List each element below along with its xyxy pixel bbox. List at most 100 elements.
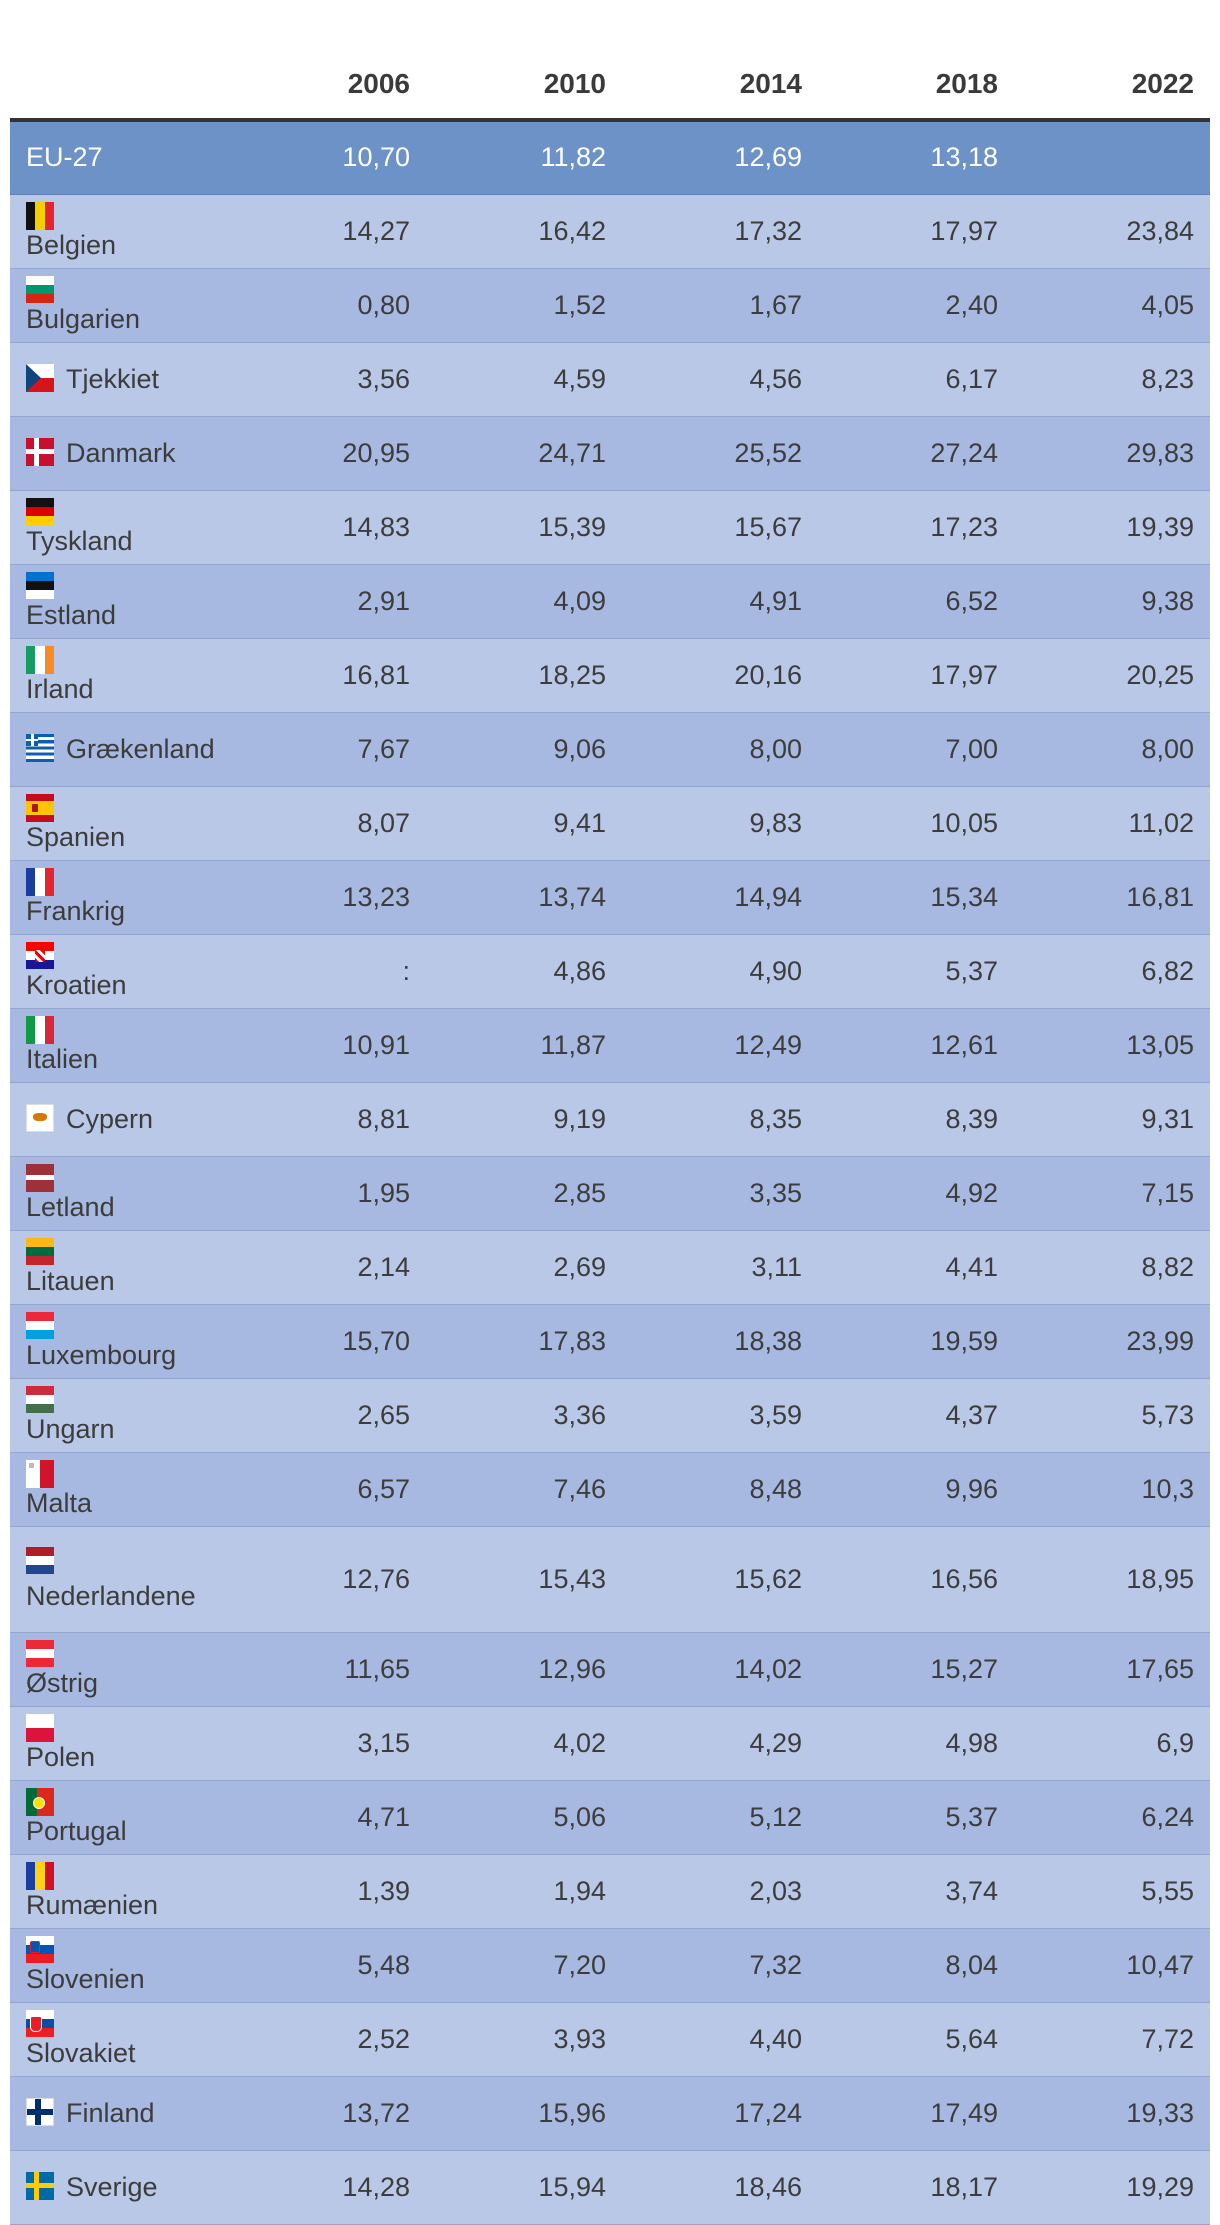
cell-value: 18,25 — [426, 638, 622, 713]
cell-value: 8,48 — [622, 1452, 818, 1527]
cell-value: 17,24 — [622, 2076, 818, 2151]
country-name: Grækenland — [66, 733, 215, 764]
cell-value: 18,95 — [1014, 1526, 1210, 1633]
country-name: Kroatien — [26, 969, 127, 1000]
table-row: Nederlandene 12,76 15,43 15,62 16,56 18,95 — [10, 1526, 1210, 1633]
cell-value: 3,59 — [622, 1378, 818, 1453]
table-body: EU-27 10,70 11,82 12,69 13,18 Belgien 14,… — [10, 120, 1210, 2225]
country-cell: Tjekkiet — [10, 342, 230, 417]
cell-value: 4,02 — [426, 1706, 622, 1781]
cell-value: 4,41 — [818, 1230, 1014, 1305]
cell-value: 12,76 — [230, 1526, 426, 1633]
cell-value: 18,38 — [622, 1304, 818, 1379]
cell-value: 20,16 — [622, 638, 818, 713]
flag-belgium-icon — [26, 201, 54, 230]
country-name: Rumænien — [26, 1889, 159, 1920]
cell-value: 17,23 — [818, 490, 1014, 565]
flag-poland-icon — [26, 1713, 54, 1742]
cell-value: 11,65 — [230, 1632, 426, 1707]
country-name: Irland — [26, 673, 94, 704]
cell-value: 10,05 — [818, 786, 1014, 861]
cell-value: 12,96 — [426, 1632, 622, 1707]
cell-value: 10,70 — [230, 120, 426, 195]
cell-value: 6,9 — [1014, 1706, 1210, 1781]
country-name: Luxembourg — [26, 1339, 177, 1370]
table-row: Estland 2,91 4,09 4,91 6,52 9,38 — [10, 564, 1210, 639]
country-cell: Cypern — [10, 1082, 230, 1157]
header-row: 2006 2010 2014 2018 2022 — [10, 0, 1210, 122]
cell-value: 7,32 — [622, 1928, 818, 2003]
country-name: Tyskland — [26, 525, 133, 556]
cell-value: 4,40 — [622, 2002, 818, 2077]
cell-value: 5,48 — [230, 1928, 426, 2003]
cell-value: 3,15 — [230, 1706, 426, 1781]
flag-finland-icon — [26, 2097, 54, 2126]
country-cell: Sverige — [10, 2150, 230, 2225]
cell-value: 18,46 — [622, 2150, 818, 2225]
cell-value: 9,41 — [426, 786, 622, 861]
table-header: 2006 2010 2014 2018 2022 — [10, 0, 1210, 122]
table-row: Cypern 8,81 9,19 8,35 8,39 9,31 — [10, 1082, 1210, 1157]
cell-value: 11,82 — [426, 120, 622, 195]
country-cell: Irland — [10, 638, 230, 713]
cell-value: 5,37 — [818, 1780, 1014, 1855]
cell-value: 8,23 — [1014, 342, 1210, 417]
flag-cyprus-icon — [26, 1103, 54, 1132]
country-cell: Belgien — [10, 194, 230, 269]
flag-czechia-icon — [26, 363, 54, 392]
cell-value: 5,73 — [1014, 1378, 1210, 1453]
cell-value: 15,34 — [818, 860, 1014, 935]
country-cell: Tyskland — [10, 490, 230, 565]
country-name: Slovenien — [26, 1963, 145, 1994]
cell-value: 15,96 — [426, 2076, 622, 2151]
cell-value: 8,07 — [230, 786, 426, 861]
cell-value: 11,87 — [426, 1008, 622, 1083]
table-row: Sverige 14,28 15,94 18,46 18,17 19,29 — [10, 2150, 1210, 2225]
cell-value: 4,91 — [622, 564, 818, 639]
cell-value: 2,52 — [230, 2002, 426, 2077]
cell-value: 19,59 — [818, 1304, 1014, 1379]
country-name: Bulgarien — [26, 303, 141, 334]
country-cell: Malta — [10, 1452, 230, 1527]
cell-value: 0,80 — [230, 268, 426, 343]
table-row: Rumænien 1,39 1,94 2,03 3,74 5,55 — [10, 1854, 1210, 1929]
cell-value: 12,49 — [622, 1008, 818, 1083]
country-name: Malta — [26, 1487, 93, 1518]
country-name: Ungarn — [26, 1413, 115, 1444]
cell-value: 15,70 — [230, 1304, 426, 1379]
table-row: Irland 16,81 18,25 20,16 17,97 20,25 — [10, 638, 1210, 713]
country-name: Finland — [66, 2097, 155, 2128]
header-year-2022: 2022 — [1014, 0, 1210, 122]
flag-estonia-icon — [26, 571, 54, 600]
country-name: Danmark — [66, 437, 176, 468]
cell-value: 8,00 — [1014, 712, 1210, 787]
flag-slovenia-icon — [26, 1935, 54, 1964]
flag-slovakia-icon — [26, 2009, 54, 2038]
cell-value: 16,42 — [426, 194, 622, 269]
table-row: Litauen 2,14 2,69 3,11 4,41 8,82 — [10, 1230, 1210, 1305]
table-row: Belgien 14,27 16,42 17,32 17,97 23,84 — [10, 194, 1210, 269]
cell-value: 20,25 — [1014, 638, 1210, 713]
cell-value: 7,15 — [1014, 1156, 1210, 1231]
country-cell: Polen — [10, 1706, 230, 1781]
cell-value: 5,55 — [1014, 1854, 1210, 1929]
cell-value: 24,71 — [426, 416, 622, 491]
cell-value: 2,91 — [230, 564, 426, 639]
cell-value: 3,56 — [230, 342, 426, 417]
cell-value: 4,56 — [622, 342, 818, 417]
cell-value: 13,23 — [230, 860, 426, 935]
cell-value: 14,28 — [230, 2150, 426, 2225]
cell-value: 10,47 — [1014, 1928, 1210, 2003]
cell-value: 3,35 — [622, 1156, 818, 1231]
flag-bulgaria-icon — [26, 275, 54, 304]
cell-value: 14,02 — [622, 1632, 818, 1707]
country-name: Tjekkiet — [66, 363, 160, 394]
cell-value: 13,74 — [426, 860, 622, 935]
cell-value: 29,83 — [1014, 416, 1210, 491]
cell-value: 3,74 — [818, 1854, 1014, 1929]
cell-value: 2,65 — [230, 1378, 426, 1453]
country-cell: Slovenien — [10, 1928, 230, 2003]
cell-value: 8,04 — [818, 1928, 1014, 2003]
flag-malta-icon — [26, 1459, 54, 1488]
cell-value: 12,69 — [622, 120, 818, 195]
